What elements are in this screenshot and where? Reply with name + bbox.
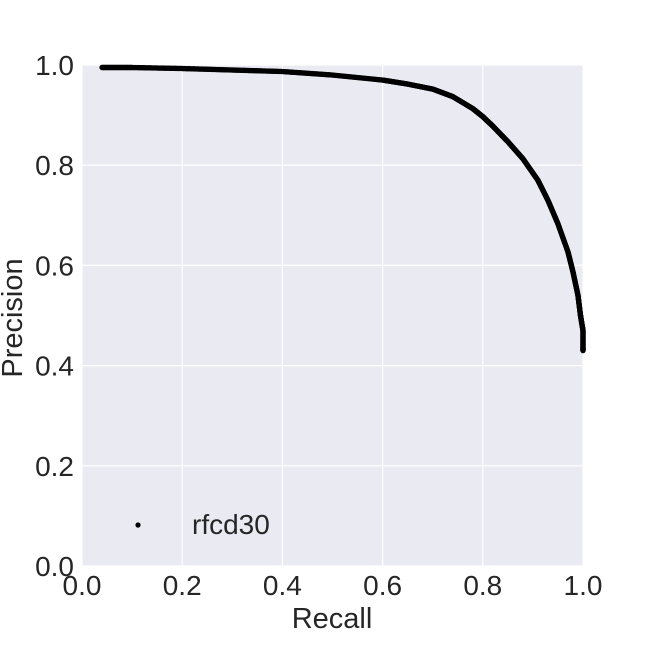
legend-marker — [135, 522, 141, 528]
y-tick-label: 0.6 — [35, 250, 74, 281]
x-tick-label: 0.2 — [163, 570, 202, 601]
y-tick-label: 0.0 — [35, 551, 74, 582]
legend-label: rfcd30 — [192, 509, 270, 540]
x-tick-label: 0.0 — [63, 570, 102, 601]
y-tick-label: 0.8 — [35, 150, 74, 181]
plot-area — [82, 65, 583, 566]
legend: rfcd30 — [135, 509, 270, 540]
x-tick-labels: 0.0 0.2 0.4 0.6 0.8 1.0 — [63, 570, 603, 601]
y-tick-label: 1.0 — [35, 50, 74, 81]
y-tick-label: 0.4 — [35, 351, 74, 382]
data-series — [99, 64, 586, 354]
x-axis-label: Recall — [292, 603, 373, 635]
y-tick-labels: 0.0 0.2 0.4 0.6 0.8 1.0 — [35, 50, 74, 582]
x-tick-label: 0.8 — [463, 570, 502, 601]
y-axis-label: Precision — [0, 258, 29, 377]
x-tick-label: 0.4 — [263, 570, 302, 601]
grid-lines — [81, 64, 584, 567]
x-tick-label: 1.0 — [564, 570, 603, 601]
y-tick-label: 0.2 — [35, 451, 74, 482]
x-tick-label: 0.6 — [363, 570, 402, 601]
data-point — [580, 347, 586, 354]
